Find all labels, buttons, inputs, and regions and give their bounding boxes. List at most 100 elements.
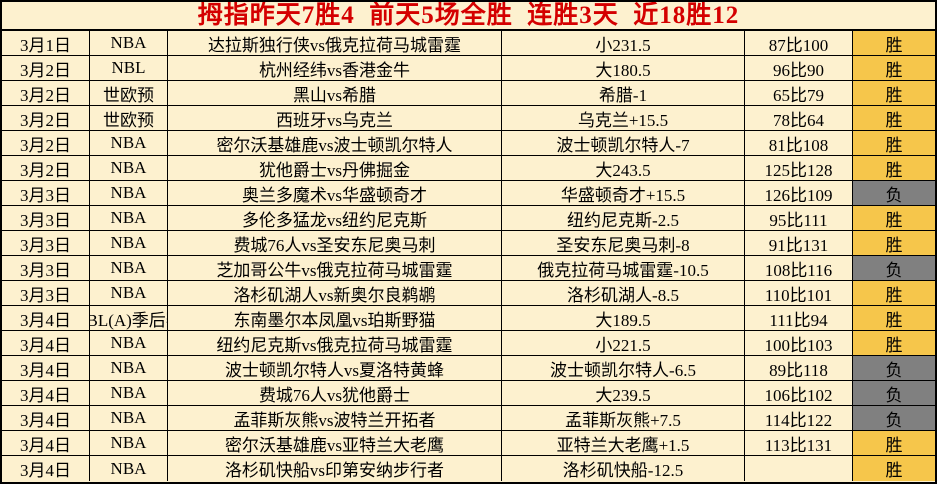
cell-match[interactable]: 洛杉矶湖人vs新奥尔良鹈鹕 [168, 281, 502, 306]
cell-score[interactable]: 108比116 [745, 256, 853, 281]
cell-match[interactable]: 纽约尼克斯vs俄克拉荷马城雷霆 [168, 331, 502, 356]
cell-match[interactable]: 犹他爵士vs丹佛掘金 [168, 156, 502, 181]
cell-match[interactable]: 洛杉矶快船vs印第安纳步行者 [168, 456, 502, 481]
cell-pick[interactable]: 小231.5 [502, 31, 745, 56]
cell-date[interactable]: 3月3日 [2, 256, 90, 281]
cell-pick[interactable]: 洛杉矶湖人-8.5 [502, 281, 745, 306]
cell-result[interactable]: 胜 [853, 231, 935, 256]
cell-match[interactable]: 波士顿凯尔特人vs夏洛特黄蜂 [168, 356, 502, 381]
cell-score[interactable]: 106比102 [745, 381, 853, 406]
cell-league[interactable]: NBA [90, 381, 168, 406]
cell-score[interactable]: 81比108 [745, 131, 853, 156]
cell-league[interactable]: NBA [90, 156, 168, 181]
cell-date[interactable]: 3月2日 [2, 56, 90, 81]
cell-league[interactable]: NBA [90, 131, 168, 156]
cell-league[interactable]: NBA [90, 281, 168, 306]
cell-date[interactable]: 3月4日 [2, 381, 90, 406]
cell-date[interactable]: 3月2日 [2, 131, 90, 156]
cell-league[interactable]: NBA [90, 31, 168, 56]
cell-pick[interactable]: 希腊-1 [502, 81, 745, 106]
cell-date[interactable]: 3月4日 [2, 306, 90, 331]
cell-score[interactable]: 111比94 [745, 306, 853, 331]
cell-score[interactable]: 126比109 [745, 181, 853, 206]
cell-match[interactable]: 密尔沃基雄鹿vs波士顿凯尔特人 [168, 131, 502, 156]
cell-date[interactable]: 3月4日 [2, 406, 90, 431]
cell-pick[interactable]: 华盛顿奇才+15.5 [502, 181, 745, 206]
cell-pick[interactable]: 孟菲斯灰熊+7.5 [502, 406, 745, 431]
cell-league[interactable]: NBL(A)季后赛 [90, 306, 168, 331]
cell-match[interactable]: 多伦多猛龙vs纽约尼克斯 [168, 206, 502, 231]
cell-result[interactable]: 胜 [853, 31, 935, 56]
cell-result[interactable]: 负 [853, 181, 935, 206]
cell-result[interactable]: 负 [853, 406, 935, 431]
cell-pick[interactable]: 亚特兰大老鹰+1.5 [502, 431, 745, 456]
cell-score[interactable]: 65比79 [745, 81, 853, 106]
cell-pick[interactable]: 波士顿凯尔特人-7 [502, 131, 745, 156]
cell-result[interactable]: 胜 [853, 281, 935, 306]
cell-pick[interactable]: 俄克拉荷马城雷霆-10.5 [502, 256, 745, 281]
cell-pick[interactable]: 洛杉矶快船-12.5 [502, 456, 745, 481]
cell-score[interactable]: 110比101 [745, 281, 853, 306]
cell-pick[interactable]: 大189.5 [502, 306, 745, 331]
cell-match[interactable]: 达拉斯独行侠vs俄克拉荷马城雷霆 [168, 31, 502, 56]
cell-pick[interactable]: 圣安东尼奥马刺-8 [502, 231, 745, 256]
cell-league[interactable]: NBA [90, 206, 168, 231]
cell-league[interactable]: 世欧预 [90, 106, 168, 131]
cell-date[interactable]: 3月4日 [2, 356, 90, 381]
summary-header-row[interactable]: 拇指昨天7胜4 前天5场全胜 连胜3天 近18胜12 [2, 2, 935, 31]
cell-date[interactable]: 3月2日 [2, 106, 90, 131]
cell-match[interactable]: 黑山vs希腊 [168, 81, 502, 106]
cell-score[interactable]: 114比122 [745, 406, 853, 431]
cell-score[interactable]: 78比64 [745, 106, 853, 131]
cell-result[interactable]: 胜 [853, 306, 935, 331]
cell-result[interactable]: 胜 [853, 106, 935, 131]
cell-league[interactable]: NBA [90, 456, 168, 481]
cell-result[interactable]: 负 [853, 356, 935, 381]
cell-pick[interactable]: 大180.5 [502, 56, 745, 81]
cell-result[interactable]: 胜 [853, 431, 935, 456]
cell-date[interactable]: 3月2日 [2, 156, 90, 181]
cell-result[interactable]: 胜 [853, 156, 935, 181]
cell-result[interactable]: 负 [853, 256, 935, 281]
cell-result[interactable]: 胜 [853, 331, 935, 356]
cell-date[interactable]: 3月3日 [2, 231, 90, 256]
cell-league[interactable]: NBA [90, 231, 168, 256]
cell-score[interactable]: 100比103 [745, 331, 853, 356]
cell-date[interactable]: 3月1日 [2, 31, 90, 56]
cell-result[interactable]: 负 [853, 381, 935, 406]
cell-score[interactable] [745, 456, 853, 481]
cell-match[interactable]: 奥兰多魔术vs华盛顿奇才 [168, 181, 502, 206]
cell-league[interactable]: NBA [90, 256, 168, 281]
cell-date[interactable]: 3月2日 [2, 81, 90, 106]
cell-league[interactable]: NBA [90, 356, 168, 381]
cell-date[interactable]: 3月3日 [2, 181, 90, 206]
cell-pick[interactable]: 大243.5 [502, 156, 745, 181]
cell-pick[interactable]: 大239.5 [502, 381, 745, 406]
cell-score[interactable]: 113比131 [745, 431, 853, 456]
cell-league[interactable]: NBA [90, 181, 168, 206]
cell-match[interactable]: 费城76人vs圣安东尼奥马刺 [168, 231, 502, 256]
cell-score[interactable]: 95比111 [745, 206, 853, 231]
cell-league[interactable]: 世欧预 [90, 81, 168, 106]
cell-match[interactable]: 芝加哥公牛vs俄克拉荷马城雷霆 [168, 256, 502, 281]
cell-date[interactable]: 3月4日 [2, 331, 90, 356]
cell-score[interactable]: 89比118 [745, 356, 853, 381]
cell-league[interactable]: NBA [90, 331, 168, 356]
cell-pick[interactable]: 小221.5 [502, 331, 745, 356]
cell-date[interactable]: 3月4日 [2, 431, 90, 456]
cell-pick[interactable]: 乌克兰+15.5 [502, 106, 745, 131]
cell-match[interactable]: 西班牙vs乌克兰 [168, 106, 502, 131]
cell-match[interactable]: 东南墨尔本凤凰vs珀斯野猫 [168, 306, 502, 331]
cell-pick[interactable]: 波士顿凯尔特人-6.5 [502, 356, 745, 381]
cell-score[interactable]: 91比131 [745, 231, 853, 256]
cell-score[interactable]: 87比100 [745, 31, 853, 56]
cell-league[interactable]: NBL [90, 56, 168, 81]
cell-match[interactable]: 杭州经纬vs香港金牛 [168, 56, 502, 81]
cell-date[interactable]: 3月3日 [2, 206, 90, 231]
cell-result[interactable]: 胜 [853, 131, 935, 156]
cell-result[interactable]: 胜 [853, 56, 935, 81]
cell-match[interactable]: 密尔沃基雄鹿vs亚特兰大老鹰 [168, 431, 502, 456]
cell-result[interactable]: 胜 [853, 81, 935, 106]
cell-pick[interactable]: 纽约尼克斯-2.5 [502, 206, 745, 231]
cell-date[interactable]: 3月3日 [2, 281, 90, 306]
